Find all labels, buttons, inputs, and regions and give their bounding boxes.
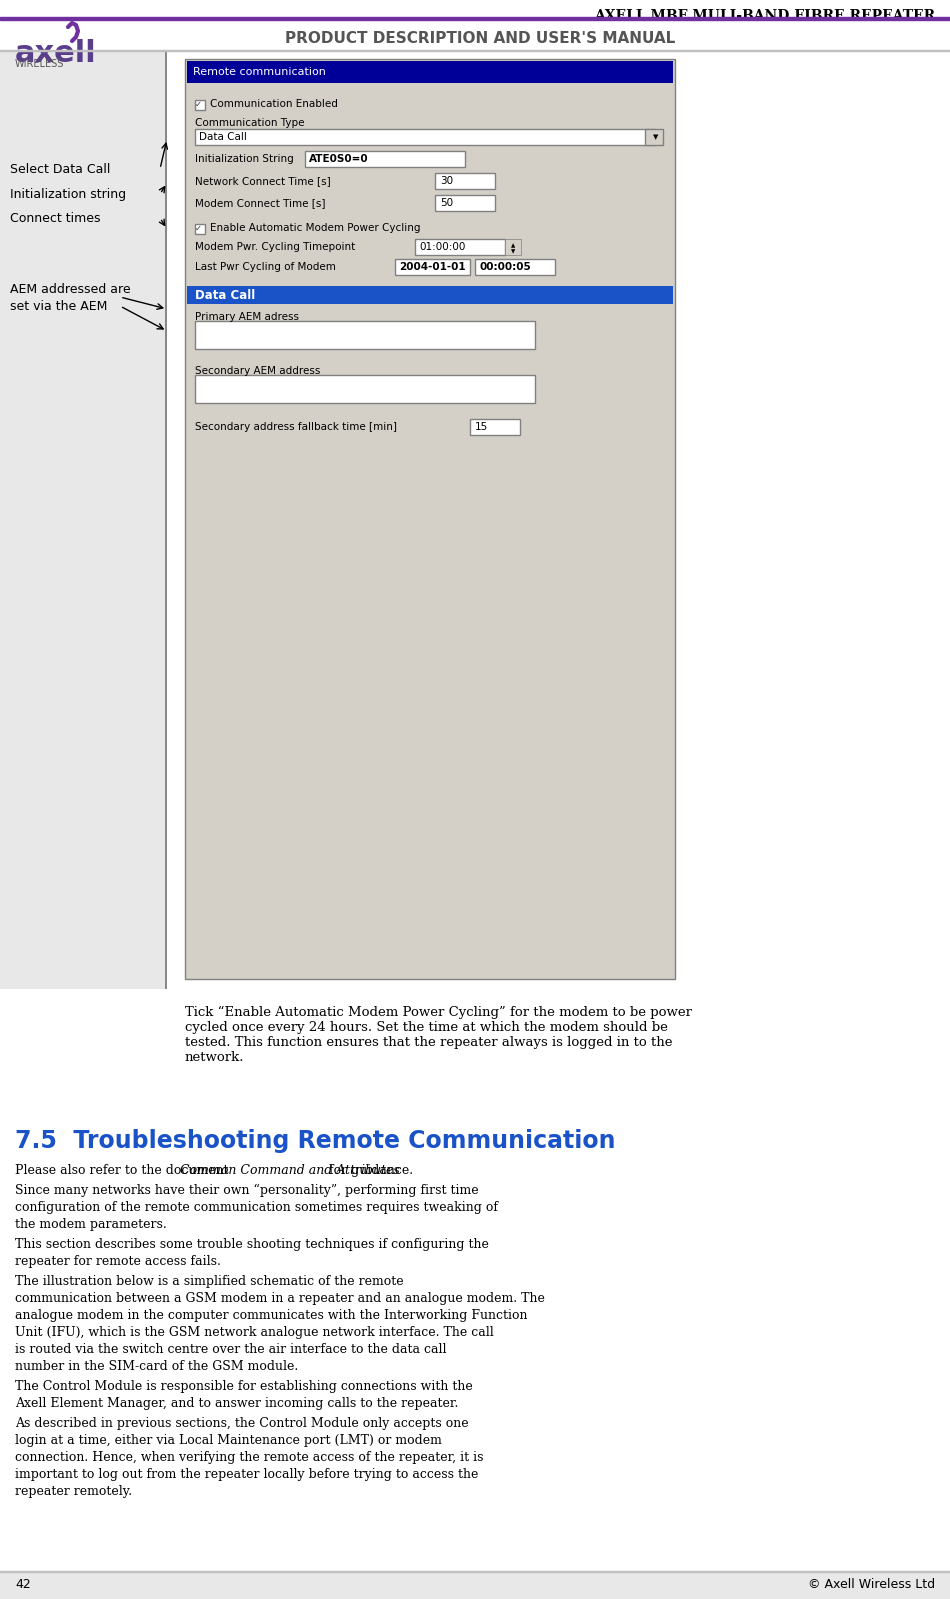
Text: 15: 15 <box>475 422 488 432</box>
Text: Unit (IFU), which is the GSM network analogue network interface. The call: Unit (IFU), which is the GSM network ana… <box>15 1326 494 1338</box>
Text: Primary AEM adress: Primary AEM adress <box>195 312 299 321</box>
Text: Data Call: Data Call <box>195 288 256 302</box>
Text: Select Data Call: Select Data Call <box>10 163 110 176</box>
Text: ▲: ▲ <box>511 243 515 248</box>
Text: the modem parameters.: the modem parameters. <box>15 1218 167 1231</box>
Bar <box>195 130 655 146</box>
Text: As described in previous sections, the Control Module only accepts one: As described in previous sections, the C… <box>15 1417 468 1430</box>
Text: is routed via the switch centre over the air interface to the data call: is routed via the switch centre over the… <box>15 1343 446 1356</box>
Text: Tick “Enable Automatic Modem Power Cycling” for the modem to be power
cycled onc: Tick “Enable Automatic Modem Power Cycli… <box>185 1006 692 1065</box>
Text: 2004-01-01: 2004-01-01 <box>399 262 466 272</box>
Text: 01:00:00: 01:00:00 <box>419 241 466 253</box>
Text: © Axell Wireless Ltd: © Axell Wireless Ltd <box>808 1578 935 1591</box>
Text: ▼: ▼ <box>653 134 658 141</box>
Text: AXELL MBF MULI-BAND FIBRE REPEATER: AXELL MBF MULI-BAND FIBRE REPEATER <box>594 10 935 22</box>
Bar <box>435 195 495 211</box>
Bar <box>187 286 673 304</box>
Text: communication between a GSM modem in a repeater and an analogue modem. The: communication between a GSM modem in a r… <box>15 1292 545 1305</box>
Bar <box>195 224 205 233</box>
Text: ▼: ▼ <box>511 249 515 254</box>
Text: Network Connect Time [s]: Network Connect Time [s] <box>195 176 331 185</box>
Text: Secondary AEM address: Secondary AEM address <box>195 366 320 376</box>
Bar <box>0 53 165 990</box>
Text: Communication Enabled: Communication Enabled <box>210 99 338 109</box>
Bar <box>195 376 535 403</box>
Text: ATE0S0=0: ATE0S0=0 <box>309 154 369 165</box>
Text: Last Pwr Cycling of Modem: Last Pwr Cycling of Modem <box>195 262 336 272</box>
Bar <box>475 259 555 275</box>
Bar <box>195 101 205 110</box>
Text: configuration of the remote communication sometimes requires tweaking of: configuration of the remote communicatio… <box>15 1201 498 1214</box>
Bar <box>395 259 470 275</box>
Text: Remote communication: Remote communication <box>193 67 326 77</box>
Text: Initialization string: Initialization string <box>10 187 126 200</box>
Text: Please also refer to the document: Please also refer to the document <box>15 1164 229 1177</box>
Text: connection. Hence, when verifying the remote access of the repeater, it is: connection. Hence, when verifying the re… <box>15 1450 484 1465</box>
Text: axell: axell <box>15 38 97 69</box>
Text: This section describes some trouble shooting techniques if configuring the: This section describes some trouble shoo… <box>15 1238 489 1250</box>
Bar <box>305 150 465 166</box>
Bar <box>185 59 675 979</box>
Bar <box>165 53 167 990</box>
Text: 50: 50 <box>440 198 453 208</box>
Text: Communication Type: Communication Type <box>195 118 305 128</box>
Text: Data Call: Data Call <box>199 133 247 142</box>
Bar <box>415 238 505 254</box>
Text: AEM addressed are: AEM addressed are <box>10 283 130 296</box>
Text: analogue modem in the computer communicates with the Interworking Function: analogue modem in the computer communica… <box>15 1310 527 1322</box>
Text: Modem Connect Time [s]: Modem Connect Time [s] <box>195 198 326 208</box>
Text: repeater for remote access fails.: repeater for remote access fails. <box>15 1255 220 1268</box>
Text: Enable Automatic Modem Power Cycling: Enable Automatic Modem Power Cycling <box>210 222 421 233</box>
Text: Axell Element Manager, and to answer incoming calls to the repeater.: Axell Element Manager, and to answer inc… <box>15 1398 458 1410</box>
Text: 7.5  Troubleshooting Remote Communication: 7.5 Troubleshooting Remote Communication <box>15 1129 616 1153</box>
Text: 00:00:05: 00:00:05 <box>479 262 531 272</box>
Text: Common Command and Attributes: Common Command and Attributes <box>180 1164 400 1177</box>
Text: The Control Module is responsible for establishing connections with the: The Control Module is responsible for es… <box>15 1380 473 1393</box>
Text: WIRELESS: WIRELESS <box>15 59 65 69</box>
Text: Connect times: Connect times <box>10 211 101 224</box>
Text: PRODUCT DESCRIPTION AND USER'S MANUAL: PRODUCT DESCRIPTION AND USER'S MANUAL <box>285 30 675 46</box>
Text: number in the SIM-card of the GSM module.: number in the SIM-card of the GSM module… <box>15 1361 298 1374</box>
Text: 42: 42 <box>15 1578 30 1591</box>
Bar <box>505 238 521 254</box>
Text: login at a time, either via Local Maintenance port (LMT) or modem: login at a time, either via Local Mainte… <box>15 1434 442 1447</box>
Bar <box>187 61 673 83</box>
Text: for guidance.: for guidance. <box>325 1164 413 1177</box>
Bar <box>645 130 663 146</box>
Bar <box>435 173 495 189</box>
Text: Secondary address fallback time [min]: Secondary address fallback time [min] <box>195 422 397 432</box>
Text: Modem Pwr. Cycling Timepoint: Modem Pwr. Cycling Timepoint <box>195 241 355 253</box>
Text: 30: 30 <box>440 176 453 185</box>
Bar <box>0 1570 950 1599</box>
Bar <box>470 419 520 435</box>
Bar <box>195 321 535 349</box>
Bar <box>165 53 950 990</box>
Text: ✓: ✓ <box>195 224 202 232</box>
Bar <box>0 18 950 21</box>
Text: set via the AEM: set via the AEM <box>10 299 107 312</box>
Text: repeater remotely.: repeater remotely. <box>15 1485 132 1498</box>
Text: important to log out from the repeater locally before trying to access the: important to log out from the repeater l… <box>15 1468 479 1481</box>
Text: The illustration below is a simplified schematic of the remote: The illustration below is a simplified s… <box>15 1274 404 1289</box>
Text: ✓: ✓ <box>195 99 202 109</box>
Text: Since many networks have their own “personality”, performing first time: Since many networks have their own “pers… <box>15 1183 479 1198</box>
Text: Initialization String: Initialization String <box>195 154 294 165</box>
